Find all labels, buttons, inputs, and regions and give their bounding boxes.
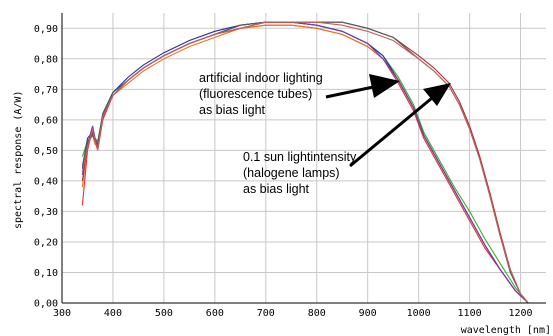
arrow-fluorescence bbox=[325, 74, 400, 99]
annotation-fluorescence-line-2: (fluorescence tubes) bbox=[199, 87, 312, 101]
series-layer bbox=[81, 21, 529, 304]
y-axis-label: spectral response (A/W) bbox=[13, 91, 24, 229]
y-tick-label: 0,90 bbox=[34, 24, 58, 35]
annotation-halogen-line-2: (halogene lamps) bbox=[243, 166, 340, 180]
x-tick-label: 700 bbox=[257, 308, 275, 319]
series-line-fluorescence-1 bbox=[81, 24, 529, 304]
y-tick-label: 0,30 bbox=[34, 207, 58, 218]
y-tick-label: 0,60 bbox=[34, 115, 58, 126]
x-tick-label: 900 bbox=[359, 308, 377, 319]
x-tick-label: 1100 bbox=[458, 308, 482, 319]
x-tick-label: 400 bbox=[104, 308, 122, 319]
x-tick-label: 1000 bbox=[407, 308, 431, 319]
annotation-halogen: 0.1 sun lightintensity (halogene lamps) … bbox=[243, 150, 357, 196]
y-tick-label: 0,80 bbox=[34, 54, 58, 65]
annotation-fluorescence: artificial indoor lighting (fluorescence… bbox=[199, 71, 323, 117]
x-tick-label: 1200 bbox=[508, 308, 532, 319]
x-tick-labels: 300 400 500 600 700 800 900 1000 1100 1200 bbox=[53, 308, 533, 319]
annotation-halogen-line-1: 0.1 sun lightintensity bbox=[243, 150, 357, 164]
y-tick-label: 0,40 bbox=[34, 176, 58, 187]
series-line-halogen-7 bbox=[81, 21, 529, 304]
axes bbox=[61, 13, 546, 304]
y-tick-label: 0,10 bbox=[34, 268, 58, 279]
series-line-fluorescence-0 bbox=[81, 24, 529, 304]
y-tick-label: 0,20 bbox=[34, 237, 58, 248]
y-tick-label: 0,00 bbox=[34, 299, 58, 310]
y-tick-label: 0,50 bbox=[34, 146, 58, 157]
annotation-fluorescence-line-3: as bias light bbox=[199, 103, 266, 117]
y-tick-labels: 0,00 0,10 0,20 0,30 0,40 0,50 0,60 0,70 0,80 0,90 bbox=[34, 24, 58, 310]
annotation-fluorescence-line-1: artificial indoor lighting bbox=[199, 71, 323, 85]
arrow-halogen bbox=[349, 83, 451, 168]
x-tick-label: 300 bbox=[53, 308, 71, 319]
x-tick-label: 600 bbox=[206, 308, 224, 319]
annotation-halogen-line-3: as bias light bbox=[243, 182, 310, 196]
x-tick-label: 800 bbox=[308, 308, 326, 319]
x-axis-label: wavelength [nm] bbox=[461, 325, 551, 336]
y-tick-label: 0,70 bbox=[34, 85, 58, 96]
x-tick-label: 500 bbox=[155, 308, 173, 319]
